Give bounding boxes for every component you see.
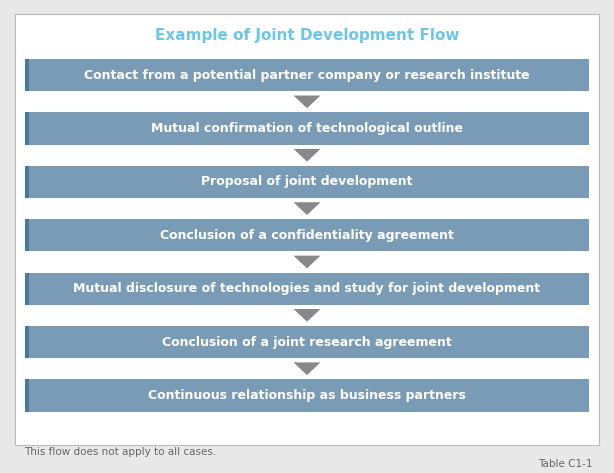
FancyBboxPatch shape — [25, 166, 29, 198]
FancyBboxPatch shape — [25, 379, 29, 412]
Text: This flow does not apply to all cases.: This flow does not apply to all cases. — [25, 447, 217, 457]
FancyBboxPatch shape — [25, 326, 589, 358]
Text: Contact from a potential partner company or research institute: Contact from a potential partner company… — [84, 69, 530, 82]
FancyBboxPatch shape — [25, 113, 29, 145]
Polygon shape — [293, 96, 321, 108]
Text: Mutual disclosure of technologies and study for joint development: Mutual disclosure of technologies and st… — [74, 282, 540, 295]
FancyBboxPatch shape — [25, 166, 589, 198]
Polygon shape — [293, 309, 321, 322]
Text: Table C1-1: Table C1-1 — [538, 459, 593, 470]
FancyBboxPatch shape — [25, 272, 29, 305]
FancyBboxPatch shape — [25, 59, 589, 91]
FancyBboxPatch shape — [25, 379, 589, 412]
FancyBboxPatch shape — [25, 219, 29, 252]
Text: Example of Joint Development Flow: Example of Joint Development Flow — [155, 28, 459, 43]
FancyBboxPatch shape — [15, 14, 599, 445]
FancyBboxPatch shape — [25, 272, 589, 305]
FancyBboxPatch shape — [25, 219, 589, 252]
FancyBboxPatch shape — [25, 59, 29, 91]
Text: Mutual confirmation of technological outline: Mutual confirmation of technological out… — [151, 122, 463, 135]
Text: Continuous relationship as business partners: Continuous relationship as business part… — [148, 389, 466, 402]
Text: Conclusion of a joint research agreement: Conclusion of a joint research agreement — [162, 335, 452, 349]
FancyBboxPatch shape — [25, 113, 589, 145]
Text: Conclusion of a confidentiality agreement: Conclusion of a confidentiality agreemen… — [160, 229, 454, 242]
Text: Proposal of joint development: Proposal of joint development — [201, 175, 413, 188]
Polygon shape — [293, 202, 321, 215]
Polygon shape — [293, 149, 321, 162]
Polygon shape — [293, 255, 321, 268]
FancyBboxPatch shape — [25, 326, 29, 358]
Polygon shape — [293, 362, 321, 375]
